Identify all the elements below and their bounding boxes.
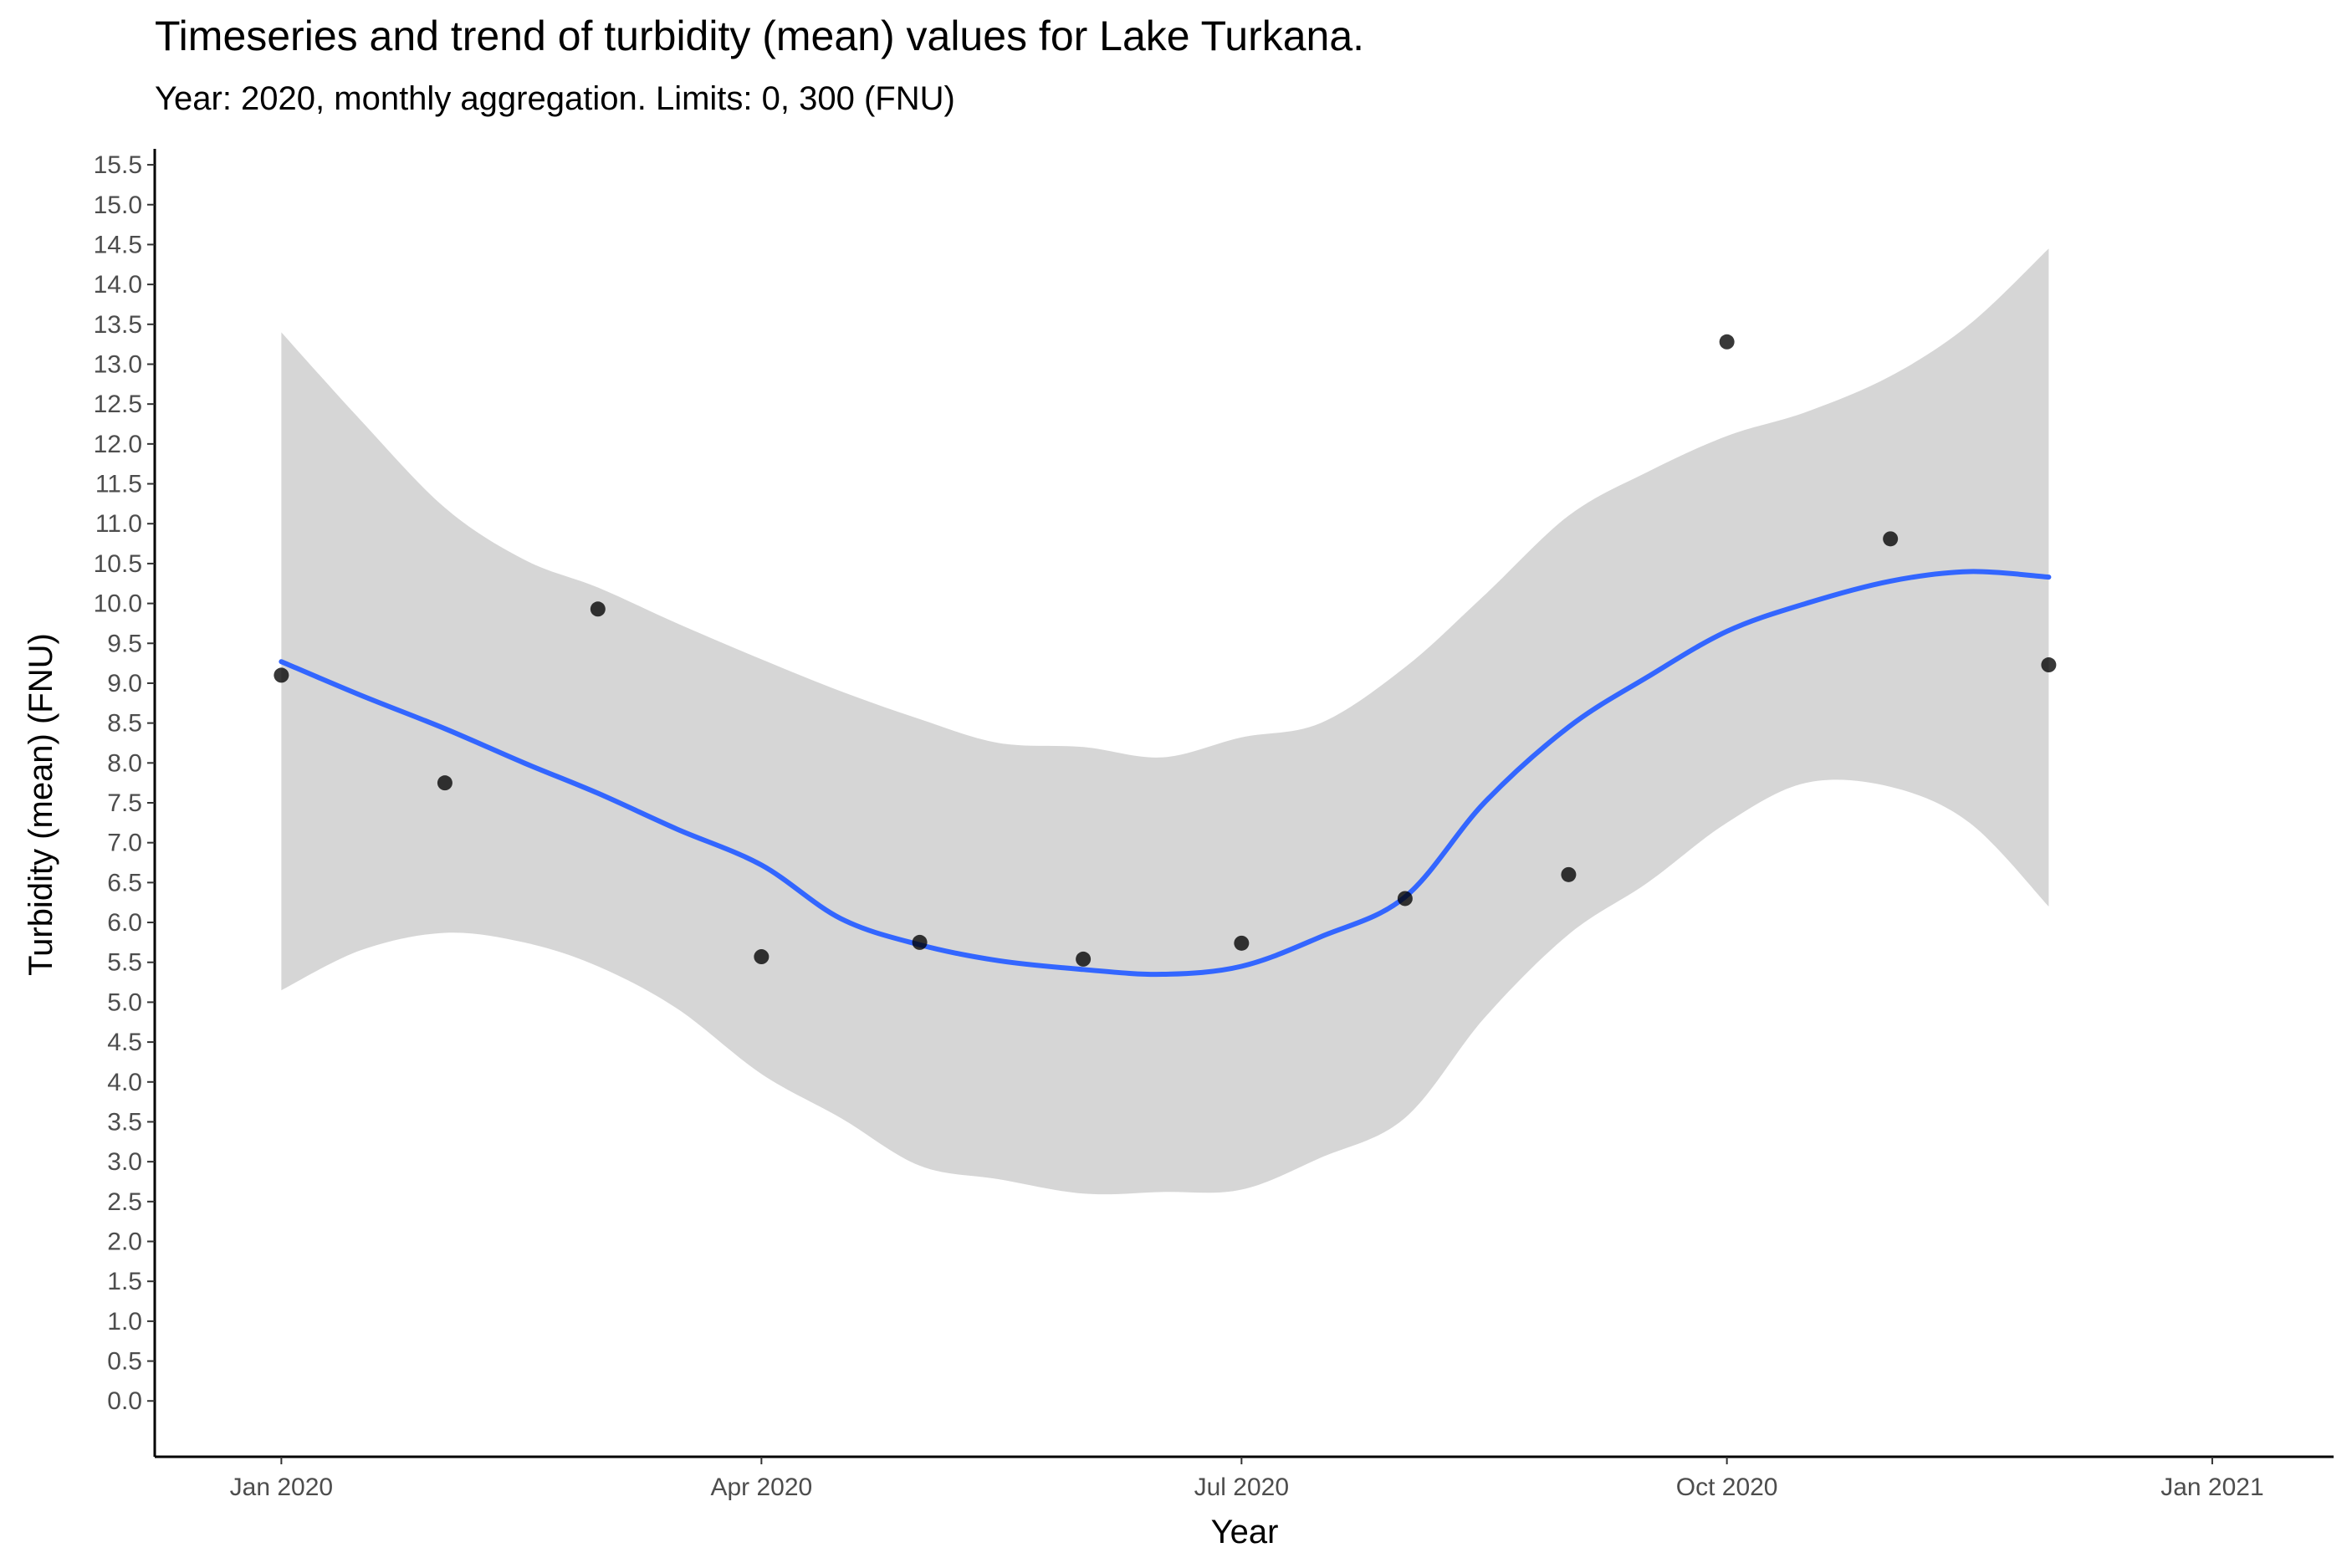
y-tick-label: 10.0 xyxy=(94,590,142,618)
chart-title: Timeseries and trend of turbidity (mean)… xyxy=(155,13,1365,59)
y-tick-label: 13.5 xyxy=(94,311,142,339)
y-tick-label: 11.0 xyxy=(95,510,142,538)
y-tick-label: 3.5 xyxy=(107,1108,142,1136)
y-tick-label: 2.5 xyxy=(107,1188,142,1216)
y-tick-label: 1.0 xyxy=(107,1308,142,1336)
y-tick-label: 7.5 xyxy=(107,789,142,817)
y-tick-label: 6.5 xyxy=(107,869,142,896)
y-tick-label: 4.0 xyxy=(107,1069,142,1096)
data-point xyxy=(1561,866,1577,882)
y-axis-title: Turbidity (mean) (FNU) xyxy=(23,633,59,976)
y-tick-label: 0.0 xyxy=(107,1387,142,1415)
y-tick-label: 12.5 xyxy=(94,391,142,418)
y-tick-label: 4.5 xyxy=(107,1029,142,1056)
data-point xyxy=(1076,951,1092,967)
confidence-ribbon xyxy=(281,248,2049,1195)
y-tick-label: 1.5 xyxy=(107,1268,142,1295)
x-tick-label: Jan 2020 xyxy=(230,1474,333,1501)
y-tick-label: 15.5 xyxy=(94,151,142,179)
y-tick-label: 9.5 xyxy=(107,630,142,657)
data-point xyxy=(754,949,770,965)
data-point xyxy=(437,775,453,791)
y-tick-label: 12.0 xyxy=(94,431,142,458)
trend-line xyxy=(279,569,2052,978)
data-point xyxy=(1234,935,1250,951)
data-point xyxy=(912,934,928,950)
y-tick-label: 8.0 xyxy=(107,749,142,777)
y-tick-label: 0.5 xyxy=(107,1348,142,1376)
x-tick-label: Apr 2020 xyxy=(710,1474,812,1501)
data-point xyxy=(2041,657,2057,673)
y-tick-label: 14.5 xyxy=(94,231,142,258)
data-point xyxy=(274,667,289,683)
y-tick-label: 14.0 xyxy=(94,271,142,299)
y-tick-label: 13.0 xyxy=(94,350,142,378)
y-tick-label: 3.0 xyxy=(107,1148,142,1176)
y-tick-label: 7.0 xyxy=(107,830,142,857)
y-tick-label: 9.0 xyxy=(107,670,142,697)
y-tick-label: 5.5 xyxy=(107,949,142,977)
chart-subtitle: Year: 2020, monthly aggregation. Limits:… xyxy=(155,80,955,117)
y-tick-label: 15.0 xyxy=(94,192,142,219)
x-axis-title: Year xyxy=(1211,1514,1279,1550)
x-tick-label: Oct 2020 xyxy=(1676,1474,1778,1501)
data-point xyxy=(1719,334,1735,350)
data-point xyxy=(1883,531,1899,547)
y-tick-label: 5.0 xyxy=(107,988,142,1016)
y-tick-label: 11.5 xyxy=(95,471,142,498)
y-tick-label: 6.0 xyxy=(107,909,142,937)
data-point xyxy=(1397,891,1413,907)
x-tick-label: Jan 2021 xyxy=(2160,1474,2263,1501)
y-tick-label: 10.5 xyxy=(94,550,142,578)
y-tick-label: 8.5 xyxy=(107,710,142,738)
x-tick-label: Jul 2020 xyxy=(1194,1474,1289,1501)
y-tick-label: 2.0 xyxy=(107,1228,142,1256)
data-point xyxy=(590,601,606,617)
